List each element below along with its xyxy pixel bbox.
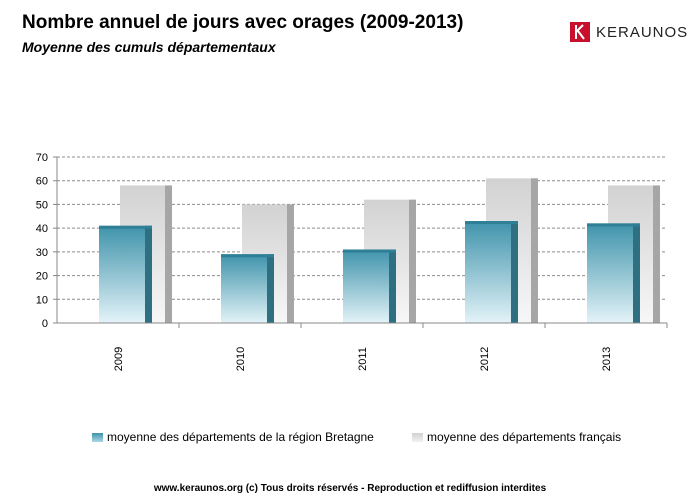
x-tick-label: 2010 bbox=[235, 347, 247, 371]
bar-bretagne bbox=[221, 254, 274, 323]
x-tick-label: 2009 bbox=[113, 347, 125, 371]
bar-bretagne-side bbox=[267, 254, 274, 323]
bar-bretagne bbox=[343, 249, 396, 323]
bar-bretagne bbox=[587, 223, 640, 323]
footer-copyright: www.keraunos.org (c) Tous droits réservé… bbox=[153, 483, 547, 494]
bar-bretagne-top bbox=[587, 223, 640, 227]
bar-bretagne-side bbox=[633, 223, 640, 323]
y-tick-label: 0 bbox=[42, 318, 48, 330]
y-tick-label: 10 bbox=[36, 294, 48, 306]
y-tick-label: 60 bbox=[36, 176, 48, 188]
legend-swatch-france bbox=[412, 432, 423, 442]
legend-label-bretagne: moyenne des départements de la région Br… bbox=[107, 430, 374, 444]
legend-item-bretagne: moyenne des départements de la région Br… bbox=[92, 430, 374, 444]
y-tick-label: 70 bbox=[36, 152, 48, 164]
keraunos-logo: KERAUNOS bbox=[570, 22, 688, 42]
lightning-logo-icon bbox=[570, 22, 590, 42]
bar-bretagne-side bbox=[145, 225, 152, 323]
legend-swatch-bretagne bbox=[92, 432, 103, 442]
bar-france-side bbox=[531, 178, 538, 323]
logo-text: KERAUNOS bbox=[596, 23, 689, 41]
bar-bretagne-top bbox=[99, 225, 152, 229]
bar-bretagne-side bbox=[511, 221, 518, 323]
chart-subtitle: Moyenne des cumuls départementaux bbox=[22, 39, 276, 55]
legend-item-france: moyenne des départements français bbox=[412, 430, 621, 444]
x-tick-label: 2011 bbox=[357, 347, 369, 371]
chart-title: Nombre annuel de jours avec orages (2009… bbox=[22, 12, 464, 33]
bar-bretagne-side bbox=[389, 249, 396, 323]
bar-bretagne bbox=[465, 221, 518, 323]
y-tick-label: 40 bbox=[36, 223, 48, 235]
x-tick-label: 2012 bbox=[479, 347, 491, 371]
bar-france-side bbox=[165, 185, 172, 323]
legend-label-france: moyenne des départements français bbox=[427, 430, 622, 444]
bar-bretagne-top bbox=[465, 221, 518, 225]
x-tick-label: 2013 bbox=[601, 347, 613, 371]
y-tick-label: 20 bbox=[36, 271, 48, 283]
bar-bretagne bbox=[99, 225, 152, 323]
bar-bretagne-top bbox=[343, 249, 396, 253]
bar-france-side bbox=[409, 199, 416, 323]
bar-bretagne-top bbox=[221, 254, 274, 258]
bar-france-side bbox=[653, 185, 660, 323]
bar-france-side bbox=[287, 204, 294, 323]
y-tick-label: 50 bbox=[36, 199, 48, 211]
bar-chart: 0 10 20 30 40 50 60 70 2009 2010 2011 2012 2013 bbox=[36, 152, 668, 371]
y-tick-label: 30 bbox=[36, 247, 48, 259]
